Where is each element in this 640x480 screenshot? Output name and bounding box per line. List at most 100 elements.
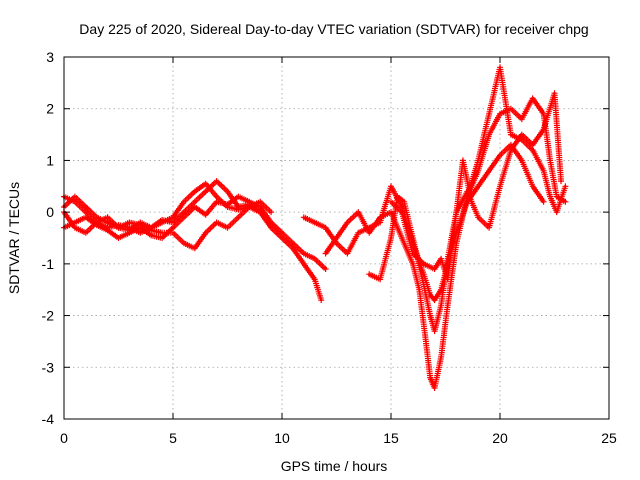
- data-point: [411, 236, 414, 240]
- axis-ticks: 0 5 10 15 20 25 -4 -3 -2 -1 0 1 2 3: [42, 49, 617, 446]
- data-point: [433, 267, 436, 271]
- x-axis-label: GPS time / hours: [281, 458, 388, 474]
- data-point: [429, 314, 432, 317]
- y-tick-label: 0: [46, 204, 54, 220]
- data-point: [411, 262, 414, 266]
- data-point: [139, 231, 142, 235]
- data-point: [84, 205, 88, 209]
- data-point: [302, 216, 305, 219]
- data-series: [61, 64, 569, 391]
- data-point: [439, 257, 443, 260]
- data-point: [509, 133, 513, 136]
- chart-title: Day 225 of 2020, Sidereal Day-to-day VTE…: [79, 21, 588, 37]
- data-point: [433, 329, 436, 333]
- data-point: [378, 278, 382, 281]
- data-point: [193, 200, 196, 203]
- data-point: [402, 200, 406, 203]
- data-point: [182, 216, 186, 219]
- data-point: [84, 210, 88, 214]
- data-point: [193, 190, 196, 193]
- y-tick-label: -4: [42, 411, 55, 427]
- data-point: [302, 252, 305, 255]
- data-point: [269, 210, 273, 214]
- data-point: [422, 262, 425, 266]
- data-point: [313, 257, 316, 260]
- data-point: [95, 221, 98, 224]
- data-point: [73, 226, 77, 229]
- data-point: [498, 154, 502, 157]
- data-point: [487, 226, 491, 229]
- y-axis-label: SDTVAR / TECUs: [6, 182, 22, 294]
- data-point: [171, 226, 175, 229]
- data-point: [171, 221, 175, 224]
- data-point: [477, 185, 480, 188]
- data-point: [313, 278, 316, 281]
- data-point: [324, 267, 327, 271]
- data-point: [237, 205, 240, 209]
- y-tick-label: 3: [46, 49, 54, 65]
- data-point: [302, 262, 305, 266]
- data-point: [477, 169, 480, 172]
- data-point: [477, 216, 480, 219]
- data-point: [542, 112, 545, 116]
- data-point: [498, 185, 502, 188]
- data-point: [106, 221, 109, 224]
- data-point: [324, 252, 327, 255]
- data-point: [204, 190, 207, 193]
- data-point: [389, 210, 393, 214]
- data-point: [378, 216, 382, 219]
- data-point: [429, 376, 432, 379]
- data-point: [389, 236, 393, 240]
- data-point: [95, 216, 98, 219]
- data-point: [446, 278, 449, 281]
- data-point: [204, 182, 207, 185]
- x-tick-label: 0: [60, 430, 68, 446]
- data-point: [160, 236, 164, 240]
- data-point: [226, 226, 229, 229]
- data-point: [269, 221, 273, 224]
- data-point: [73, 195, 77, 198]
- data-point: [182, 200, 186, 203]
- data-point: [215, 179, 218, 183]
- y-tick-label: 2: [46, 101, 54, 117]
- data-point: [313, 221, 316, 224]
- data-point: [555, 195, 558, 198]
- data-point: [139, 221, 142, 224]
- data-point: [487, 133, 491, 136]
- data-point: [171, 231, 175, 235]
- data-point: [400, 236, 404, 240]
- data-point: [182, 210, 186, 214]
- data-point: [368, 273, 371, 276]
- data-point: [335, 236, 338, 240]
- data-point: [509, 107, 513, 110]
- data-point: [498, 112, 502, 116]
- data-point: [215, 221, 218, 224]
- x-tick-label: 5: [169, 430, 177, 446]
- data-point: [346, 252, 349, 255]
- y-tick-label: 1: [46, 152, 54, 168]
- data-point: [346, 221, 349, 224]
- data-point: [237, 216, 240, 219]
- data-point: [117, 226, 120, 229]
- data-point: [215, 195, 218, 198]
- data-point: [564, 200, 567, 203]
- data-point: [357, 210, 360, 214]
- data-point: [324, 226, 327, 229]
- data-point: [433, 298, 436, 302]
- data-point: [160, 231, 164, 235]
- data-point: [204, 213, 207, 216]
- data-point: [455, 241, 458, 245]
- y-tick-label: -3: [42, 359, 55, 375]
- data-point: [204, 231, 207, 235]
- data-point: [542, 200, 545, 203]
- x-tick-label: 20: [492, 430, 508, 446]
- data-point: [106, 229, 109, 232]
- data-point: [446, 304, 449, 307]
- data-point: [531, 143, 534, 147]
- data-point: [291, 241, 295, 245]
- data-point: [498, 66, 502, 69]
- data-point: [487, 169, 491, 172]
- data-point: [237, 195, 240, 198]
